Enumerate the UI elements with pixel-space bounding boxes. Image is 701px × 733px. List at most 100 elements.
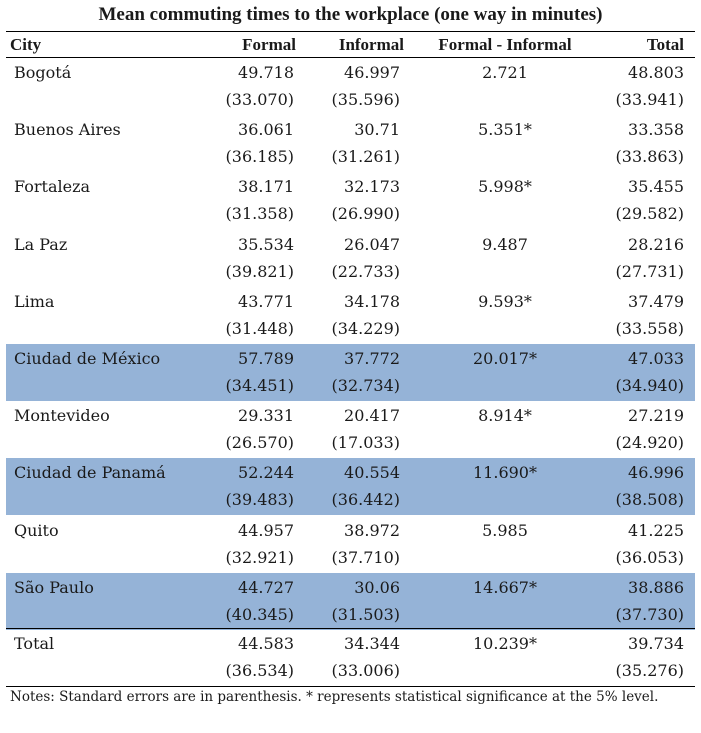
formal-std-error: (34.451) [225, 376, 294, 395]
formal-std-error: (32.921) [225, 547, 294, 567]
total-mean: 35.455 [628, 177, 684, 197]
formal-std-error: (39.821) [225, 261, 294, 281]
city-name: Ciudad de Panamá [14, 463, 166, 483]
table-row: Lima 43.771 34.178 9.593* 37.479 (31.448) (34.… [6, 287, 695, 344]
total-std-error: (33.863) [615, 147, 684, 167]
table-notes: Notes: Standard errors are in parenthesi… [10, 689, 659, 705]
city-name: Quito [14, 520, 59, 540]
total-std-error: (29.582) [615, 204, 684, 224]
total-std-error: (33.941) [615, 90, 684, 109]
formal-std-error: (40.345) [225, 604, 294, 624]
formal-mean: 38.171 [238, 177, 294, 197]
formal-mean: 44.727 [238, 577, 294, 597]
total-mean: 28.216 [628, 234, 684, 254]
header-rule [6, 57, 695, 58]
formal-minus-informal: 11.690* [473, 463, 537, 483]
informal-std-error: (32.734) [331, 376, 400, 395]
total-informal: 34.344 [344, 634, 400, 653]
total-std-error: (27.731) [615, 261, 684, 281]
total-label: Total [14, 634, 55, 653]
formal-minus-informal: 14.667* [473, 577, 537, 597]
formal-mean: 36.061 [238, 120, 294, 140]
informal-std-error: (22.733) [331, 261, 400, 281]
table-row: Buenos Aires 36.061 30.71 5.351* 33.358 (36.1… [6, 115, 695, 172]
formal-std-error: (36.185) [225, 147, 294, 167]
informal-mean: 40.554 [344, 463, 400, 483]
informal-mean: 32.173 [344, 177, 400, 197]
formal-minus-informal: 20.017* [473, 349, 537, 368]
total-informal-se: (33.006) [331, 661, 400, 680]
table-row: Ciudad de Panamá 52.244 40.554 11.690* 46.99… [6, 458, 695, 516]
formal-std-error: (33.070) [225, 90, 294, 109]
table-row: Ciudad de México 57.789 37.772 20.017* 47.03… [6, 344, 695, 401]
header-total: Total [646, 35, 684, 54]
total-mean: 38.886 [628, 577, 684, 597]
formal-mean: 29.331 [238, 406, 294, 426]
table-row: Bogotá 49.718 46.997 2.721 48.803 (33.070) (35… [6, 58, 695, 115]
total-mean: 41.225 [628, 520, 684, 540]
formal-mean: 52.244 [238, 463, 294, 483]
informal-mean: 34.178 [344, 291, 400, 311]
total-std-error: (38.508) [615, 490, 684, 510]
total-rule [6, 628, 695, 629]
total-row: Total 44.583 34.344 10.239* 39.734 (36.5… [6, 629, 695, 686]
informal-mean: 30.71 [354, 120, 400, 140]
total-formal: 44.583 [238, 634, 294, 653]
table-row: Fortaleza 38.171 32.173 5.998* 35.455 (31.358… [6, 172, 695, 229]
informal-std-error: (34.229) [331, 318, 400, 338]
total-total: 39.734 [628, 634, 684, 653]
formal-mean: 44.957 [238, 520, 294, 540]
informal-std-error: (31.261) [331, 147, 400, 167]
total-mean: 33.358 [628, 120, 684, 140]
header-row: City Formal Informal Formal - Informal T… [6, 33, 695, 57]
informal-std-error: (35.596) [331, 90, 400, 109]
formal-minus-informal: 8.914* [478, 406, 532, 426]
city-name: Buenos Aires [14, 120, 121, 140]
total-std-error: (33.558) [615, 318, 684, 338]
formal-minus-informal: 9.593* [478, 291, 532, 311]
bottom-rule [6, 686, 695, 687]
header-formal-minus-informal: Formal - Informal [438, 35, 572, 54]
city-name: Bogotá [14, 63, 72, 82]
formal-minus-informal: 5.985 [482, 520, 528, 540]
total-diff: 10.239* [473, 634, 537, 653]
table-row: São Paulo 44.727 30.06 14.667* 38.886 (40.345… [6, 572, 695, 630]
formal-std-error: (26.570) [225, 433, 294, 453]
informal-std-error: (17.033) [331, 433, 400, 453]
formal-mean: 57.789 [238, 349, 294, 368]
informal-mean: 30.06 [354, 577, 400, 597]
informal-std-error: (26.990) [331, 204, 400, 224]
table-title: Mean commuting times to the workplace (o… [98, 4, 603, 25]
header-formal: Formal [242, 35, 296, 54]
informal-mean: 26.047 [344, 234, 400, 254]
total-std-error: (37.730) [615, 604, 684, 624]
informal-mean: 37.772 [344, 349, 400, 368]
formal-mean: 35.534 [238, 234, 294, 254]
informal-mean: 20.417 [344, 406, 400, 426]
formal-std-error: (39.483) [225, 490, 294, 510]
city-name: Lima [14, 291, 55, 311]
total-mean: 37.479 [628, 291, 684, 311]
formal-minus-informal: 9.487 [482, 234, 528, 254]
city-name: La Paz [14, 234, 68, 254]
total-mean: 48.803 [628, 63, 684, 82]
table-row: La Paz 35.534 26.047 9.487 28.216 (39.821) (22… [6, 230, 695, 287]
informal-std-error: (36.442) [331, 490, 400, 510]
formal-minus-informal: 5.998* [478, 177, 532, 197]
formal-mean: 43.771 [238, 291, 294, 311]
formal-minus-informal: 5.351* [478, 120, 532, 140]
total-mean: 47.033 [628, 349, 684, 368]
formal-mean: 49.718 [238, 63, 294, 82]
formal-minus-informal: 2.721 [482, 63, 528, 82]
informal-mean: 46.997 [344, 63, 400, 82]
city-name: Ciudad de México [14, 349, 161, 368]
top-rule [6, 31, 695, 32]
informal-std-error: (37.710) [331, 547, 400, 567]
total-mean: 46.996 [628, 463, 684, 483]
city-name: Montevideo [14, 406, 110, 426]
informal-std-error: (31.503) [331, 604, 400, 624]
total-std-error: (34.940) [615, 376, 684, 395]
total-mean: 27.219 [628, 406, 684, 426]
formal-std-error: (31.448) [225, 318, 294, 338]
